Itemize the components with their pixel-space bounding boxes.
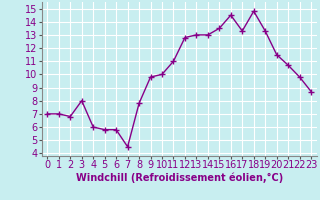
X-axis label: Windchill (Refroidissement éolien,°C): Windchill (Refroidissement éolien,°C) — [76, 173, 283, 183]
